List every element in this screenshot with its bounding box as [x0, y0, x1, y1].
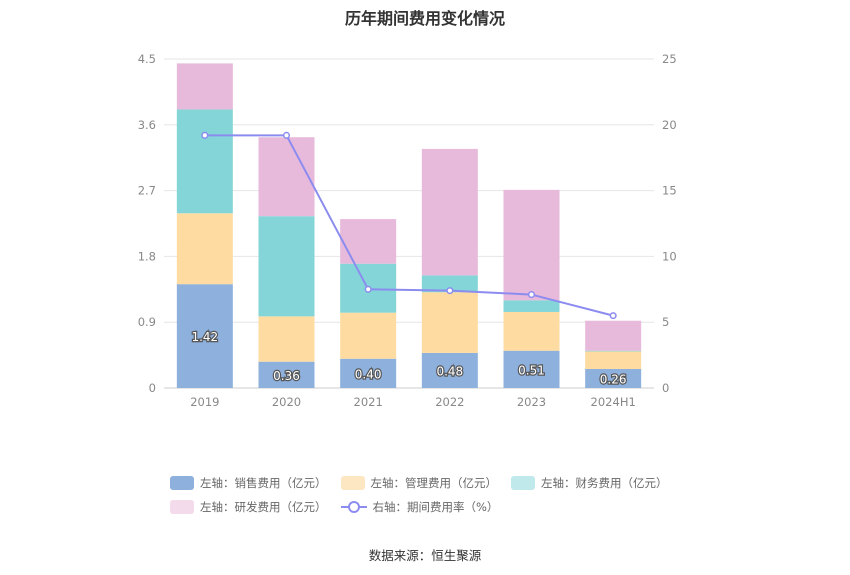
expense-rate-point	[201, 131, 209, 139]
left-axis-tick-label: 0.9	[138, 315, 156, 329]
legend-label-finance: 左轴：财务费用（亿元）	[541, 476, 668, 490]
bar-segment	[258, 361, 315, 388]
bar-segment	[258, 216, 315, 317]
bar-segment	[421, 148, 478, 276]
legend-label-rnd: 左轴：研发费用（亿元）	[200, 500, 327, 514]
expense-rate-point	[609, 312, 617, 320]
legend-label-expense-rate: 右轴：期间费用率（%）	[372, 500, 499, 514]
bar-segment	[340, 358, 397, 388]
expense-rate-point	[446, 287, 454, 295]
legend-label-sales: 左轴：销售费用（亿元）	[200, 476, 327, 490]
x-axis-tick-label: 2023	[517, 395, 546, 409]
x-axis-tick-label: 2019	[190, 395, 219, 409]
expense-rate-point	[282, 131, 291, 139]
legend-swatch-rnd	[170, 500, 194, 514]
left-axis-tick-label: 0	[149, 381, 156, 395]
legend-swatch-finance	[511, 476, 535, 490]
left-axis-tick-label: 3.6	[138, 118, 156, 132]
right-axis-tick-label: 25	[662, 52, 677, 66]
legend-item-rnd[interactable]: 左轴：研发费用（亿元）	[170, 499, 327, 515]
x-axis-tick-label: 2022	[435, 395, 464, 409]
right-axis-tick-label: 10	[662, 249, 677, 263]
bar-segment	[585, 368, 642, 388]
right-axis-tick-label: 0	[662, 381, 669, 395]
legend-line-icon	[340, 500, 367, 514]
legend-item-sales[interactable]: 左轴：销售费用（亿元）	[170, 475, 327, 491]
chart-title: 历年期间费用变化情况	[344, 9, 505, 28]
right-axis-tick-label: 15	[662, 184, 677, 198]
expense-rate-point	[364, 285, 372, 293]
source-note: 数据来源：恒生聚源	[368, 548, 482, 563]
bar-data-label: 0.48	[436, 364, 463, 378]
x-axis-tick-label: 2020	[272, 395, 301, 409]
bar-segment	[176, 63, 233, 110]
bar-segment	[258, 316, 315, 362]
bar-segment	[503, 311, 560, 351]
bar-segment	[421, 275, 478, 293]
legend-item-finance[interactable]: 左轴：财务费用（亿元）	[511, 475, 668, 491]
right-axis-tick-label: 20	[662, 118, 677, 132]
legend-item-admin[interactable]: 左轴：管理费用（亿元）	[340, 475, 498, 491]
bar-data-label: 0.51	[518, 363, 545, 377]
bar-segment	[585, 350, 642, 352]
bar-segment	[176, 109, 233, 214]
legend-item-expense-rate[interactable]: 右轴：期间费用率（%）	[340, 499, 499, 515]
bar-segment	[340, 219, 397, 264]
right-axis-tick-label: 5	[662, 315, 669, 329]
bar-segment	[503, 350, 560, 388]
left-axis-tick-label: 2.7	[138, 184, 156, 198]
expense-rate-line	[204, 134, 614, 317]
bar-segment	[421, 292, 478, 353]
bar-segment	[176, 284, 233, 388]
bar-data-label: 1.42	[191, 330, 218, 344]
legend: 左轴：销售费用（亿元） 左轴：管理费用（亿元） 左轴：财务费用（亿元） 左轴：研…	[170, 471, 690, 519]
bar-segment	[503, 189, 560, 301]
legend-label-admin: 左轴：管理费用（亿元）	[370, 476, 498, 490]
left-axis-tick-label: 1.8	[138, 249, 156, 263]
bar-data-label: 0.36	[273, 369, 300, 383]
bar-segment	[340, 312, 397, 359]
bar-data-label: 0.40	[355, 367, 382, 381]
x-axis-tick-label: 2021	[354, 395, 383, 409]
legend-swatch-admin	[340, 476, 365, 490]
bar-segment	[258, 137, 315, 217]
x-axis-tick-label: 2024H1	[591, 395, 636, 409]
expense-rate-point	[527, 291, 536, 299]
bar-segment	[503, 300, 560, 312]
bar-segment	[421, 352, 478, 388]
bar-segment	[585, 320, 642, 351]
left-axis-tick-label: 4.5	[138, 52, 156, 66]
bar-segment	[176, 213, 233, 285]
bar-data-label: 0.26	[600, 372, 627, 386]
legend-swatch-sales	[170, 476, 194, 490]
bar-segment	[585, 351, 642, 369]
